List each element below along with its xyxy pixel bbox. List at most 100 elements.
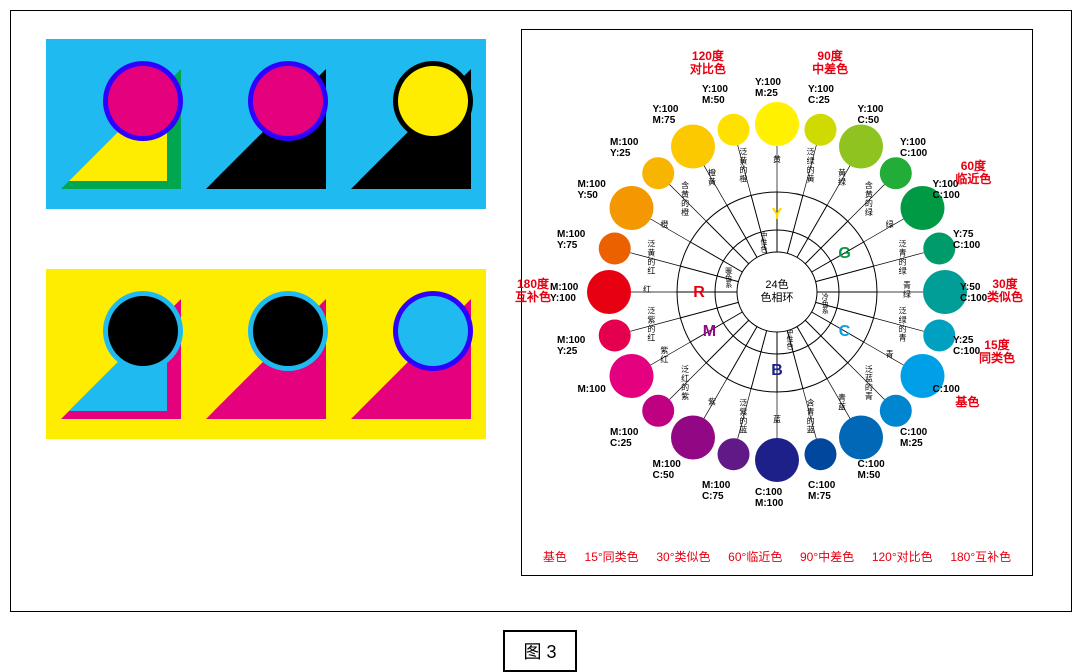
left-demos xyxy=(31,29,501,589)
cmyk-label: Y:100 C:25 xyxy=(808,84,834,106)
mid-label: 冷色系 xyxy=(822,292,829,315)
figure-caption: 图 3 xyxy=(503,630,576,672)
slice-label: 泛红的紫 xyxy=(681,364,689,401)
cmyk-label: M:100 Y:25 xyxy=(610,137,638,159)
wheel-dot xyxy=(599,319,631,351)
color-wheel-panel: 红泛黄的红橙含黄的橙橙黄泛黄的橙黄泛绿的黄黄绿含黄的绿绿泛青的绿青绿泛绿的青青泛… xyxy=(521,29,1033,576)
slice-label: 紫红 xyxy=(660,346,668,364)
mid-label: 暖色系 xyxy=(725,267,732,289)
slice-label: 含黄的橙 xyxy=(681,180,689,217)
wheel-letter: B xyxy=(771,362,783,379)
wheel-dot xyxy=(671,415,715,459)
slice-label: 含黄的绿 xyxy=(865,180,873,217)
wheel-dot xyxy=(642,394,674,426)
color-wheel: 红泛黄的红橙含黄的橙橙黄泛黄的橙黄泛绿的黄黄绿含黄的绿绿泛青的绿青绿泛绿的青青泛… xyxy=(547,62,1007,522)
wheel-letter: Y xyxy=(772,206,783,223)
demo-block-1 xyxy=(46,269,486,439)
cmyk-label: C:100 M:75 xyxy=(808,480,835,502)
cmyk-label: Y:100 M:50 xyxy=(702,84,728,106)
demo-block-0 xyxy=(46,39,486,209)
cmyk-label: Y:50 C:100 xyxy=(960,282,987,304)
slice-label: 泛黄的橙 xyxy=(739,146,747,183)
slice-label: 橙 xyxy=(660,219,668,229)
slice-label: 泛蓝的青 xyxy=(865,364,873,401)
relation-label: 基色 xyxy=(955,396,979,409)
legend-item: 90°中差色 xyxy=(800,548,854,565)
relation-label: 180度 互补色 xyxy=(515,278,551,304)
cmyk-label: Y:25 C:100 xyxy=(953,335,980,357)
slice-label: 泛绿的黄 xyxy=(807,146,815,183)
legend-item: 30°类似色 xyxy=(656,548,710,565)
wheel-dot xyxy=(755,102,799,146)
relation-label: 15度 同类色 xyxy=(979,339,1015,365)
cmyk-label: C:100 M:25 xyxy=(900,427,927,449)
legend-item: 15°同类色 xyxy=(585,548,639,565)
slice-label: 泛紫的红 xyxy=(647,305,655,342)
circle xyxy=(253,296,323,366)
wheel-dot xyxy=(880,157,912,189)
wheel-letter: R xyxy=(693,284,705,301)
circle xyxy=(398,66,468,136)
figure-frame: 红泛黄的红橙含黄的橙橙黄泛黄的橙黄泛绿的黄黄绿含黄的绿绿泛青的绿青绿泛绿的青青泛… xyxy=(10,10,1072,612)
demo-cell-1-2 xyxy=(351,289,481,419)
wheel-dot xyxy=(610,186,654,230)
cmyk-label: Y:100 C:50 xyxy=(858,104,884,126)
demo-cell-1-1 xyxy=(206,289,336,419)
relation-label: 60度 临近色 xyxy=(955,160,991,186)
center-label: 24色色相环 xyxy=(761,277,794,304)
cmyk-label: M:100 C:25 xyxy=(610,427,638,449)
slice-label: 橙黄 xyxy=(708,167,716,186)
slice-label: 泛紫的蓝 xyxy=(739,397,747,434)
circle xyxy=(398,296,468,366)
slice-label: 青绿 xyxy=(903,280,911,299)
wheel-dot xyxy=(755,438,799,482)
circle xyxy=(108,296,178,366)
legend-item: 60°临近色 xyxy=(728,548,782,565)
cmyk-label: C:100 M:50 xyxy=(858,459,885,481)
slice-label: 红 xyxy=(643,284,651,294)
cmyk-label: M:100 Y:50 xyxy=(577,179,605,201)
wheel-dot xyxy=(610,354,654,398)
relation-label: 30度 类似色 xyxy=(987,278,1023,304)
slice-label: 泛黄的红 xyxy=(647,238,655,275)
cmyk-label: M:100 C:75 xyxy=(702,480,730,502)
legend-row: 基色 15°同类色 30°类似色 60°临近色 90°中差色 120°对比色 180°互补色 xyxy=(522,548,1032,565)
wheel-letter: M xyxy=(703,323,716,340)
legend-item: 180°互补色 xyxy=(950,548,1011,565)
cmyk-label: M:100 Y:25 xyxy=(557,335,585,357)
demo-cell-0-0 xyxy=(61,59,191,189)
circle xyxy=(108,66,178,136)
cmyk-label: M:100 xyxy=(577,384,605,395)
demo-cell-0-2 xyxy=(351,59,481,189)
demo-cell-0-1 xyxy=(206,59,336,189)
slice-label: 含青的蓝 xyxy=(807,397,815,434)
legend-item: 120°对比色 xyxy=(872,548,933,565)
slice-label: 紫 xyxy=(708,397,716,406)
slice-label: 蓝 xyxy=(773,414,781,424)
cmyk-label: C:100 xyxy=(933,384,960,395)
wheel-dot xyxy=(923,232,955,264)
wheel-letter: C xyxy=(839,323,851,340)
wheel-dot xyxy=(804,113,836,145)
cmyk-label: M:100 Y:75 xyxy=(557,229,585,251)
circle xyxy=(253,66,323,136)
legend-item: 基色 xyxy=(543,548,567,565)
cmyk-label: Y:100 C:100 xyxy=(900,137,927,159)
relation-label: 120度 对比色 xyxy=(690,50,726,76)
wheel-dot xyxy=(718,438,750,470)
demo-cell-1-0 xyxy=(61,289,191,419)
wheel-dot xyxy=(718,113,750,145)
wheel-dot xyxy=(642,157,674,189)
wheel-dot xyxy=(599,232,631,264)
wheel-dot xyxy=(804,438,836,470)
cmyk-label: M:100 C:50 xyxy=(653,459,681,481)
wheel-dot xyxy=(880,394,912,426)
cmyk-label: Y:100 M:25 xyxy=(755,77,781,99)
cmyk-label: M:100 Y:100 xyxy=(550,282,578,304)
slice-label: 绿 xyxy=(886,220,894,229)
wheel-svg: 红泛黄的红橙含黄的橙橙黄泛黄的橙黄泛绿的黄黄绿含黄的绿绿泛青的绿青绿泛绿的青青泛… xyxy=(547,62,1007,522)
relation-label: 90度 中差色 xyxy=(812,50,848,76)
wheel-dot xyxy=(923,319,955,351)
wheel-dot xyxy=(587,270,631,314)
wheel-dot xyxy=(839,415,883,459)
